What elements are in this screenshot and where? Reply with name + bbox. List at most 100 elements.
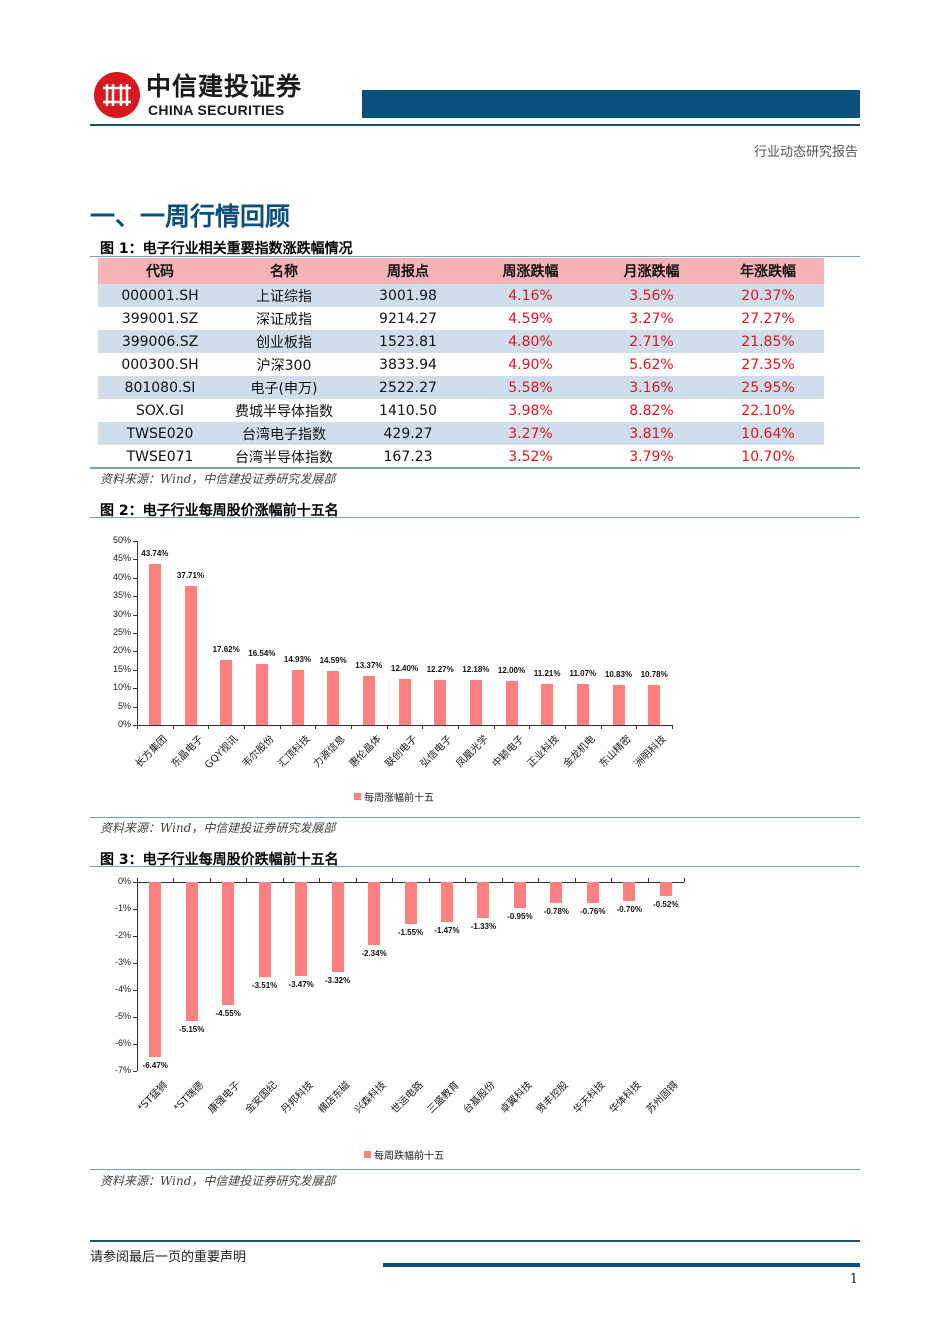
cell-year-change: 25.95%	[712, 376, 824, 399]
x-tick	[244, 725, 245, 729]
y-tick-label: 45%	[112, 553, 131, 564]
category-label: GQY视讯	[203, 733, 241, 772]
x-tick	[574, 878, 576, 882]
data-label: -3.51%	[251, 980, 278, 990]
category-label: 兴森科技	[352, 1079, 389, 1116]
y-tick	[133, 669, 137, 671]
cell-code: 399006.SZ	[98, 330, 222, 353]
cell-close: 167.23	[383, 448, 433, 465]
category-label: 弘信电子	[418, 733, 455, 770]
x-tick	[209, 878, 211, 882]
data-label: -1.47%	[434, 925, 460, 935]
bar	[222, 882, 235, 1005]
table-row: 399006.SZ 创业板指 1523.81 4.80% 2.71% 21.85%	[98, 330, 824, 353]
col-header-name: 名称	[222, 258, 346, 284]
figure-3-rule	[90, 866, 860, 867]
disclaimer-text: 请参阅最后一页的重要声明	[90, 1250, 247, 1265]
category-label: 汇顶科技	[276, 733, 313, 770]
x-tick	[600, 725, 602, 729]
table-row: SOX.GI 费城半导体指数 1410.50 3.98% 8.82% 22.10%	[98, 399, 824, 422]
data-label: 37.71%	[176, 571, 205, 581]
y-axis-line	[137, 541, 138, 725]
y-tick-label: 30%	[112, 608, 131, 619]
category-label: 东晶电子	[169, 733, 206, 770]
y-tick	[133, 1044, 137, 1045]
y-tick	[133, 990, 137, 991]
table-row: 801080.SI 电子(申万) 2522.27 5.58% 3.16% 25.95%	[98, 376, 824, 399]
y-tick	[133, 559, 137, 561]
header-banner	[362, 90, 860, 118]
cell-code: 000001.SH	[98, 284, 222, 307]
category-label: 卓翼科技	[498, 1079, 535, 1116]
chart-legend: 每周涨幅前十五	[354, 789, 434, 804]
y-tick-label: 25%	[112, 627, 131, 637]
legend-label: 每周涨幅前十五	[364, 793, 434, 804]
cell-week-change: 3.52%	[508, 448, 553, 465]
y-tick	[133, 1017, 137, 1018]
cell-close: 9214.27	[379, 310, 437, 327]
cell-name: 深证成指	[256, 311, 312, 328]
category-label: 华天科技	[571, 1079, 608, 1116]
category-label: *ST瑞德	[172, 1079, 207, 1115]
legend-swatch-icon	[364, 1151, 371, 1158]
cell-name: 费城半导体指数	[235, 403, 333, 420]
data-label: -0.70%	[616, 904, 642, 914]
cell-month-change: 8.82%	[629, 402, 674, 419]
chart-legend: 每周跌幅前十五	[364, 1147, 444, 1162]
y-tick-label: 40%	[112, 571, 131, 582]
data-label: -0.76%	[580, 906, 606, 916]
figure-3-source: 资料来源：Wind，中信建投证券研究发展部	[100, 1174, 336, 1188]
cell-week-change: 4.16%	[470, 284, 591, 307]
y-tick-label: -7%	[114, 1065, 131, 1075]
data-label: -5.15%	[179, 1025, 205, 1035]
y-tick-label: -1%	[114, 903, 131, 913]
bar	[291, 670, 304, 725]
category-label: 台基股份	[461, 1079, 499, 1116]
cell-close: 3001.98	[346, 284, 470, 307]
data-label: 11.07%	[569, 669, 597, 679]
category-label: 中颖电子	[490, 733, 527, 770]
cell-year-change: 21.85%	[712, 330, 824, 353]
x-tick	[173, 878, 175, 882]
x-tick	[647, 878, 649, 882]
category-label: 贤丰控股	[534, 1079, 571, 1116]
legend-label: 每周跌幅前十五	[374, 1151, 444, 1162]
x-tick	[137, 878, 138, 882]
cell-week-change: 4.59%	[508, 310, 553, 327]
company-logo-icon	[94, 72, 140, 118]
col-header-year-change: 年涨跌幅	[712, 258, 824, 284]
data-label: 10.78%	[640, 670, 668, 680]
cell-code: TWSE071	[126, 448, 194, 465]
table-row: 399001.SZ 深证成指 9214.27 4.59% 3.27% 27.27%	[98, 307, 824, 330]
x-tick	[611, 878, 613, 882]
category-label: 金安国纪	[243, 1079, 280, 1116]
bar	[440, 882, 453, 922]
category-label: 东山精密	[597, 733, 634, 770]
cell-close: 1410.50	[379, 402, 437, 419]
x-tick	[538, 878, 540, 882]
cell-close: 3833.94	[379, 356, 437, 373]
y-tick	[133, 614, 137, 616]
cell-week-change: 4.80%	[470, 330, 591, 353]
section-title: 一、一周行情回顾	[90, 202, 291, 231]
y-tick-label: 35%	[112, 590, 131, 601]
cell-name: 创业板指	[222, 330, 346, 353]
col-header-close: 周报点	[346, 258, 470, 284]
x-tick	[208, 725, 210, 729]
data-label: 12.18%	[462, 665, 490, 675]
x-tick	[428, 878, 430, 882]
y-tick	[133, 909, 137, 910]
data-label: 13.37%	[355, 660, 383, 670]
category-label: *ST猛狮	[135, 1079, 170, 1115]
page-number: 1	[849, 1272, 858, 1287]
bar	[184, 586, 197, 725]
x-tick	[529, 725, 531, 729]
table-row: TWSE020 台湾电子指数 429.27 3.27% 3.81% 10.64%	[98, 422, 824, 445]
y-tick	[133, 577, 137, 579]
cell-week-change: 5.58%	[470, 376, 591, 399]
bar	[258, 882, 271, 977]
x-tick	[246, 878, 248, 882]
x-tick	[282, 878, 284, 882]
table-row: 000300.SH 沪深300 3833.94 4.90% 5.62% 27.35%	[98, 353, 824, 376]
figure-1-title: 图 1：电子行业相关重要指数涨跌幅情况	[100, 241, 353, 257]
